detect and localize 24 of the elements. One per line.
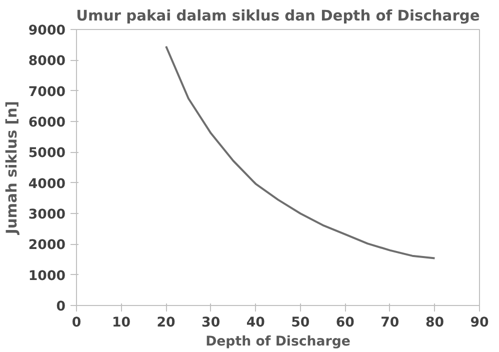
y-tick-label: 1000 bbox=[28, 268, 66, 284]
y-tick-label: 5000 bbox=[28, 146, 66, 162]
x-tick-label: 70 bbox=[380, 316, 400, 330]
x-tick-label: 50 bbox=[291, 316, 310, 330]
y-tick-label: 3000 bbox=[28, 208, 66, 222]
x-tick-label: 0 bbox=[72, 316, 82, 330]
y-tick-label: 2000 bbox=[28, 238, 66, 254]
line-series bbox=[165, 45, 436, 260]
y-tick-label: 6000 bbox=[28, 116, 66, 130]
y-tick-label: 7000 bbox=[28, 84, 66, 100]
x-tick-label: 60 bbox=[336, 316, 354, 330]
y-tick-label: 4000 bbox=[28, 176, 66, 192]
x-tick-label: 90 bbox=[470, 316, 489, 330]
x-tick-label: 20 bbox=[156, 316, 176, 330]
y-tick-label: 8000 bbox=[28, 54, 66, 70]
y-axis-title: Jumah siklus [n] bbox=[3, 100, 20, 236]
x-tick-label: 30 bbox=[202, 316, 220, 330]
x-axis-title: Depth of Discharge bbox=[206, 334, 350, 350]
chart-title: Umur pakai dalam siklus dan Depth of Discharge bbox=[76, 8, 480, 24]
x-tick-label: 80 bbox=[425, 316, 444, 330]
x-tick-label: 40 bbox=[246, 316, 265, 330]
y-tick-label: 9000 bbox=[28, 24, 66, 38]
x-tick-label: 10 bbox=[112, 316, 131, 330]
y-tick-label: 0 bbox=[56, 300, 66, 314]
